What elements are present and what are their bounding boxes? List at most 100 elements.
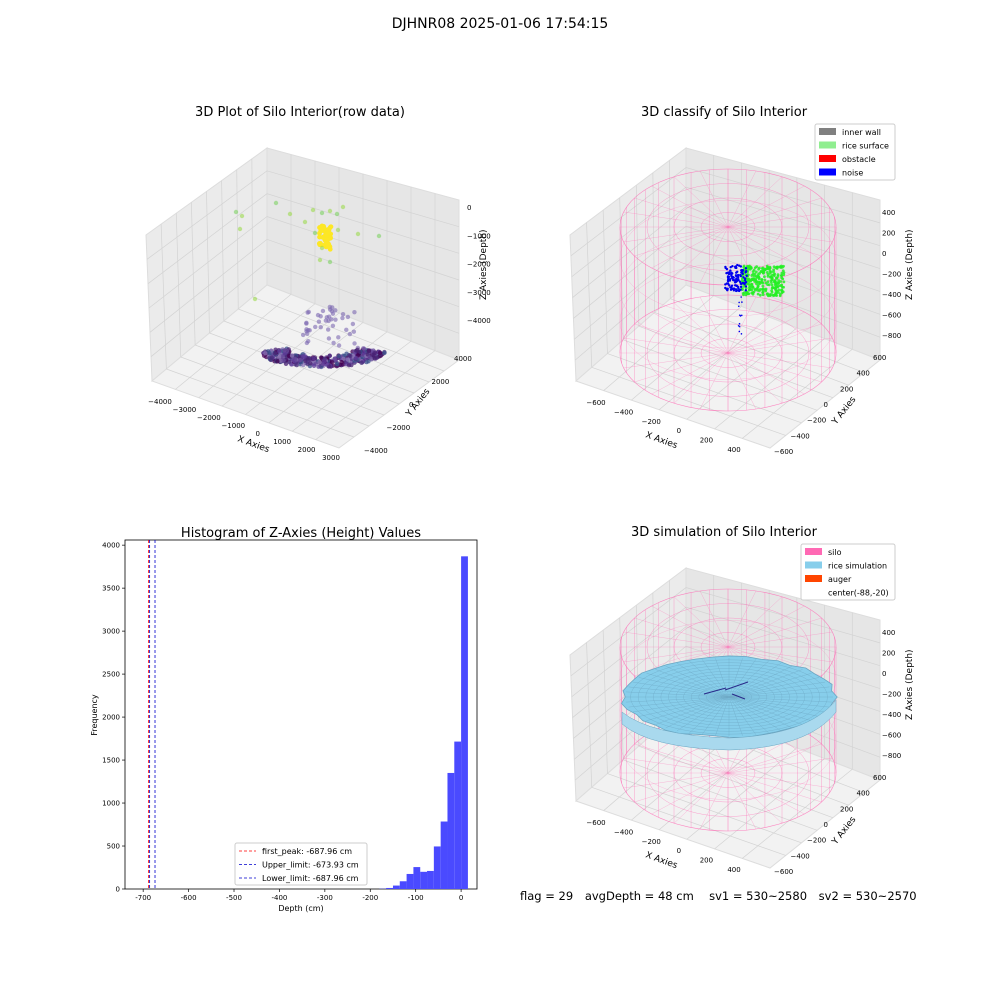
data-point-noise (736, 263, 739, 267)
data-point (289, 353, 295, 358)
legend-swatch (805, 575, 822, 582)
data-point-rice (756, 284, 760, 288)
data-point (319, 245, 325, 251)
data-point (332, 356, 337, 361)
data-point (325, 327, 331, 332)
data-point (307, 328, 312, 333)
data-point-noise (737, 324, 740, 327)
grid-line (591, 366, 786, 436)
x-tick-label: -200 (362, 894, 378, 902)
data-point-rice (761, 284, 765, 288)
histogram-bar (427, 870, 434, 889)
data-point (320, 308, 326, 314)
data-point-noise (728, 278, 732, 281)
rice-mesh (728, 696, 743, 736)
data-point-rice (761, 291, 765, 294)
data-point-noise (730, 271, 733, 274)
simulation-3d-title: 3D simulation of Silo Interior (631, 525, 818, 540)
grid-line (146, 170, 460, 260)
data-point-rice (756, 288, 760, 292)
data-point-noise (738, 288, 741, 291)
stat-flag: flag = 29 (520, 889, 574, 903)
data-point (304, 321, 309, 326)
panel-classify-3d: 3D classify of Silo Interior −600 −400 −20… (569, 105, 915, 456)
data-point (366, 359, 371, 364)
data-point-rice (781, 269, 785, 273)
histogram-legend: first_peak: -687.96 cm Upper_limit: -673.… (234, 842, 368, 886)
data-point-noise (729, 266, 732, 269)
rice-mesh (728, 696, 793, 729)
x-tick-label: 400 (727, 866, 740, 874)
histogram-bar (440, 821, 448, 889)
data-point-rice (768, 269, 772, 273)
cyl-spoke (727, 605, 805, 648)
data-point-noise (745, 274, 748, 278)
cyl-spoke (623, 631, 729, 648)
data-point (362, 346, 367, 352)
z-tick-label: 400 (882, 629, 895, 637)
cyl-spoke (727, 631, 833, 648)
data-point (335, 227, 341, 233)
x-tick-label: 0 (255, 430, 259, 438)
classify-3d-ylabel: Y Axies (830, 395, 859, 428)
data-point (382, 350, 387, 356)
data-point-rice (763, 275, 766, 279)
cyl-spoke (727, 772, 783, 824)
data-point-rice (754, 288, 757, 292)
data-point-noise (735, 274, 738, 278)
y-tick-label: −200 (807, 837, 826, 845)
cyl-spoke (634, 617, 729, 648)
data-point-noise (744, 271, 747, 274)
y-tick-label: −2000 (387, 424, 411, 432)
x-tick-label: -500 (226, 894, 242, 902)
cyl-spoke (699, 590, 729, 648)
stat-sv2: sv2 = 530~2570 (818, 889, 917, 903)
data-point (263, 351, 268, 356)
x-tick-label: −600 (586, 399, 605, 407)
z-tick-label: −600 (882, 312, 901, 320)
data-point-rice (767, 293, 771, 297)
data-point-rice (752, 277, 756, 281)
data-point-rice (761, 293, 765, 297)
grid-line (572, 626, 881, 718)
data-point (331, 340, 336, 346)
data-point (355, 231, 361, 237)
cyl-spoke (727, 757, 833, 774)
grid-line (149, 238, 460, 333)
data-point-rice (771, 273, 774, 277)
data-point-rice (751, 270, 755, 274)
panel-raw-3d: 3D Plot of Silo Interior(row data) −4000… (145, 105, 491, 462)
rice-mesh (646, 696, 730, 721)
rice-mesh (728, 696, 803, 725)
data-point (273, 200, 279, 206)
x-tick-label: 3000 (322, 454, 340, 462)
data-point (346, 363, 352, 368)
grid-line (686, 747, 798, 840)
rice-mesh (676, 696, 730, 731)
grid-line (586, 642, 593, 788)
legend-label: inner wall (842, 128, 881, 137)
cyl-band (619, 263, 837, 380)
data-point-noise (737, 278, 740, 281)
data-point-noise (739, 282, 743, 286)
data-point (300, 332, 306, 338)
z-tick-label: −400 (882, 291, 901, 299)
data-point (326, 318, 331, 324)
data-point-noise (729, 269, 732, 272)
cyl-spoke (673, 226, 729, 278)
histogram-bar (461, 556, 468, 889)
y-tick-label: 4000 (454, 355, 472, 363)
data-point-noise (725, 288, 729, 291)
rice-mesh (625, 691, 730, 698)
cyl-band (619, 200, 837, 317)
cyl-spoke (623, 757, 729, 774)
data-point (318, 242, 323, 247)
x-tick-label: 2000 (298, 446, 316, 454)
y-tick-label: 2500 (102, 671, 120, 679)
z-tick-label: 0 (467, 204, 471, 212)
data-point-noise (738, 330, 741, 333)
x-tick-label: 400 (727, 446, 740, 454)
rice-mesh (715, 658, 730, 698)
data-point-rice (751, 272, 755, 276)
x-tick-label: −4000 (148, 398, 172, 406)
